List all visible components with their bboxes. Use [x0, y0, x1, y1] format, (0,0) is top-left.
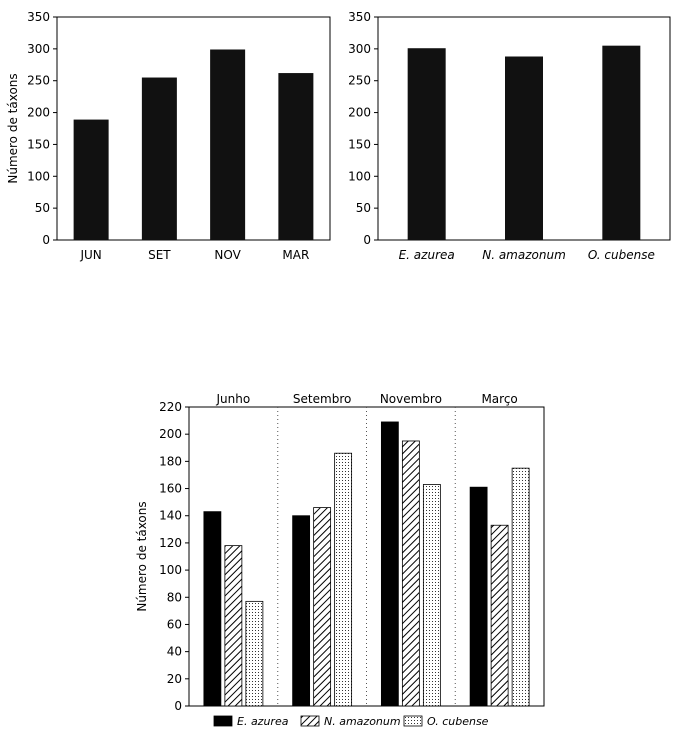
bar: [422, 484, 441, 707]
group-label: Março: [481, 392, 517, 406]
plot-frame: [56, 16, 331, 241]
legend-label: O. cubense: [427, 715, 489, 728]
y-tick-label: 100: [159, 563, 182, 577]
y-tick-label: 350: [27, 10, 50, 24]
y-tick-label: 80: [167, 590, 182, 604]
bar: [490, 524, 509, 707]
bar: [245, 600, 264, 707]
x-tick-label: N. amazonum: [482, 248, 566, 262]
group-label: Junho: [216, 392, 251, 406]
x-tick-label: JUN: [79, 248, 101, 262]
legend-label: N. amazonum: [324, 715, 401, 728]
legend-label: E. azurea: [237, 715, 289, 728]
chart-monthly-totals: 0 50 100 150 200 250 300 350 Número de táxons JUN…: [6, 10, 331, 262]
chart-monthly-by-macrophyte: 0 20 40 60 80 100 120 140 160 180 200 220 Número de …: [135, 392, 545, 728]
x-tick-label: SET: [148, 248, 171, 262]
y-tick-label: 40: [167, 645, 182, 659]
y-tick-label: 200: [27, 106, 50, 120]
legend-swatch: [300, 715, 320, 727]
y-tick-label: 50: [35, 201, 50, 215]
bar: [73, 119, 109, 240]
x-tick-label: NOV: [214, 248, 241, 262]
chart-macrophyte-totals: 0 50 100 150 200 250 300 350 E. azurea N. amazonu…: [348, 10, 671, 262]
bar: [292, 515, 311, 707]
y-tick-label: 160: [159, 482, 182, 496]
bar: [210, 49, 246, 240]
legend-swatch: [213, 715, 233, 727]
y-tick-label: 150: [348, 137, 371, 151]
x-tick-label: O. cubense: [588, 248, 655, 262]
bar: [401, 440, 420, 707]
y-axis-label: Número de táxons: [6, 73, 20, 183]
x-tick-label: MAR: [282, 248, 309, 262]
group-label: Setembro: [293, 392, 351, 406]
bar: [313, 507, 332, 707]
y-tick-label: 180: [159, 454, 182, 468]
y-tick-label: 60: [167, 617, 182, 631]
bar: [278, 73, 314, 240]
y-tick-label: 100: [27, 169, 50, 183]
y-tick-label: 300: [348, 42, 371, 56]
y-tick-label: 140: [159, 509, 182, 523]
bar: [224, 545, 243, 707]
y-tick-label: 300: [27, 42, 50, 56]
y-tick-label: 120: [159, 536, 182, 550]
bar: [380, 421, 399, 707]
bar: [469, 486, 488, 707]
y-tick-label: 250: [348, 74, 371, 88]
y-tick-label: 150: [27, 137, 50, 151]
group-label: Novembro: [380, 392, 442, 406]
y-tick-label: 250: [27, 74, 50, 88]
bar: [334, 452, 353, 707]
legend-swatch: [403, 715, 423, 727]
y-tick-label: 200: [348, 106, 371, 120]
y-axis-label: Número de táxons: [135, 501, 149, 611]
y-tick-label: 0: [363, 233, 371, 247]
y-tick-label: 50: [356, 201, 371, 215]
bar: [511, 467, 530, 707]
y-tick-label: 200: [159, 427, 182, 441]
y-tick-label: 100: [348, 169, 371, 183]
bar: [141, 77, 177, 241]
y-tick-label: 220: [159, 400, 182, 414]
y-tick-label: 20: [167, 672, 182, 686]
x-tick-label: E. azurea: [399, 248, 455, 262]
bar: [407, 48, 446, 240]
y-tick-label: 350: [348, 10, 371, 24]
y-tick-label: 0: [174, 699, 182, 713]
bar: [505, 56, 543, 241]
bar: [602, 45, 641, 240]
y-tick-label: 0: [42, 233, 50, 247]
bar: [203, 511, 222, 707]
